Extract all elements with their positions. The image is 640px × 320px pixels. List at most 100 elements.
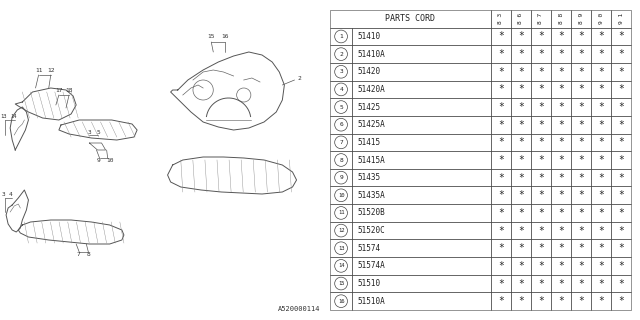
Bar	[511, 239, 531, 257]
Text: *: *	[558, 120, 564, 130]
Bar	[531, 222, 551, 239]
Text: *: *	[558, 31, 564, 42]
Text: *: *	[598, 208, 604, 218]
Text: *: *	[578, 243, 584, 253]
Text: *: *	[558, 208, 564, 218]
Bar	[591, 63, 611, 81]
Text: *: *	[558, 173, 564, 183]
Text: *: *	[558, 84, 564, 94]
Text: *: *	[518, 102, 524, 112]
Bar	[551, 133, 571, 151]
Bar	[531, 10, 551, 28]
Bar	[531, 257, 551, 275]
Text: *: *	[578, 102, 584, 112]
Bar	[611, 63, 632, 81]
Bar	[571, 292, 591, 310]
Bar	[330, 81, 352, 98]
Text: *: *	[538, 31, 544, 42]
Bar	[591, 292, 611, 310]
Text: *: *	[538, 120, 544, 130]
Text: *: *	[598, 102, 604, 112]
Bar	[571, 98, 591, 116]
Text: 9: 9	[339, 175, 343, 180]
Text: *: *	[518, 296, 524, 306]
Text: 2: 2	[339, 52, 343, 57]
Text: *: *	[518, 173, 524, 183]
Bar	[511, 63, 531, 81]
Text: 14: 14	[338, 263, 344, 268]
Text: *: *	[578, 84, 584, 94]
Text: 15: 15	[207, 35, 215, 39]
Bar	[352, 151, 491, 169]
Bar	[551, 204, 571, 222]
Bar	[591, 45, 611, 63]
Text: 51415A: 51415A	[357, 156, 385, 164]
Bar	[352, 239, 491, 257]
Text: 51510A: 51510A	[357, 297, 385, 306]
Text: *: *	[538, 67, 544, 77]
Text: *: *	[598, 84, 604, 94]
Text: *: *	[518, 67, 524, 77]
Bar	[571, 239, 591, 257]
Text: 51520B: 51520B	[357, 208, 385, 218]
Text: *: *	[498, 67, 504, 77]
Text: 9: 9	[97, 158, 100, 164]
Bar	[551, 45, 571, 63]
Bar	[551, 275, 571, 292]
Text: 18: 18	[65, 89, 73, 93]
Bar	[571, 275, 591, 292]
Bar	[551, 10, 571, 28]
Text: 3: 3	[88, 130, 92, 134]
Bar	[352, 45, 491, 63]
Bar	[591, 10, 611, 28]
Bar	[611, 45, 632, 63]
Bar	[330, 28, 352, 45]
Bar	[531, 187, 551, 204]
Text: *: *	[618, 31, 624, 42]
Text: 8: 8	[86, 252, 90, 258]
Text: *: *	[558, 278, 564, 289]
Bar	[330, 239, 352, 257]
Bar	[491, 187, 511, 204]
Bar	[491, 28, 511, 45]
Bar	[491, 292, 511, 310]
Bar	[330, 275, 352, 292]
Text: *: *	[538, 208, 544, 218]
Text: *: *	[598, 296, 604, 306]
Bar	[531, 28, 551, 45]
Bar	[611, 257, 632, 275]
Text: *: *	[518, 137, 524, 147]
Text: 51435A: 51435A	[357, 191, 385, 200]
Bar	[511, 292, 531, 310]
Text: 5: 5	[97, 130, 100, 134]
Text: *: *	[618, 243, 624, 253]
Bar	[571, 81, 591, 98]
Bar	[511, 187, 531, 204]
Bar	[352, 116, 491, 133]
Text: 9 0: 9 0	[599, 13, 604, 24]
Text: *: *	[498, 261, 504, 271]
Bar	[551, 239, 571, 257]
Bar	[491, 63, 511, 81]
Bar	[611, 275, 632, 292]
Bar	[511, 257, 531, 275]
Text: *: *	[618, 49, 624, 59]
Bar	[511, 151, 531, 169]
Text: 5: 5	[339, 105, 343, 109]
Text: *: *	[618, 208, 624, 218]
Text: 9 1: 9 1	[619, 13, 624, 24]
Text: *: *	[598, 49, 604, 59]
Bar	[591, 133, 611, 151]
Bar	[551, 151, 571, 169]
Bar	[491, 275, 511, 292]
Bar	[352, 257, 491, 275]
Text: *: *	[558, 102, 564, 112]
Text: *: *	[498, 296, 504, 306]
Text: *: *	[618, 155, 624, 165]
Text: *: *	[618, 67, 624, 77]
Bar	[611, 133, 632, 151]
Bar	[511, 116, 531, 133]
Text: *: *	[598, 190, 604, 200]
Bar	[611, 222, 632, 239]
Text: *: *	[538, 49, 544, 59]
